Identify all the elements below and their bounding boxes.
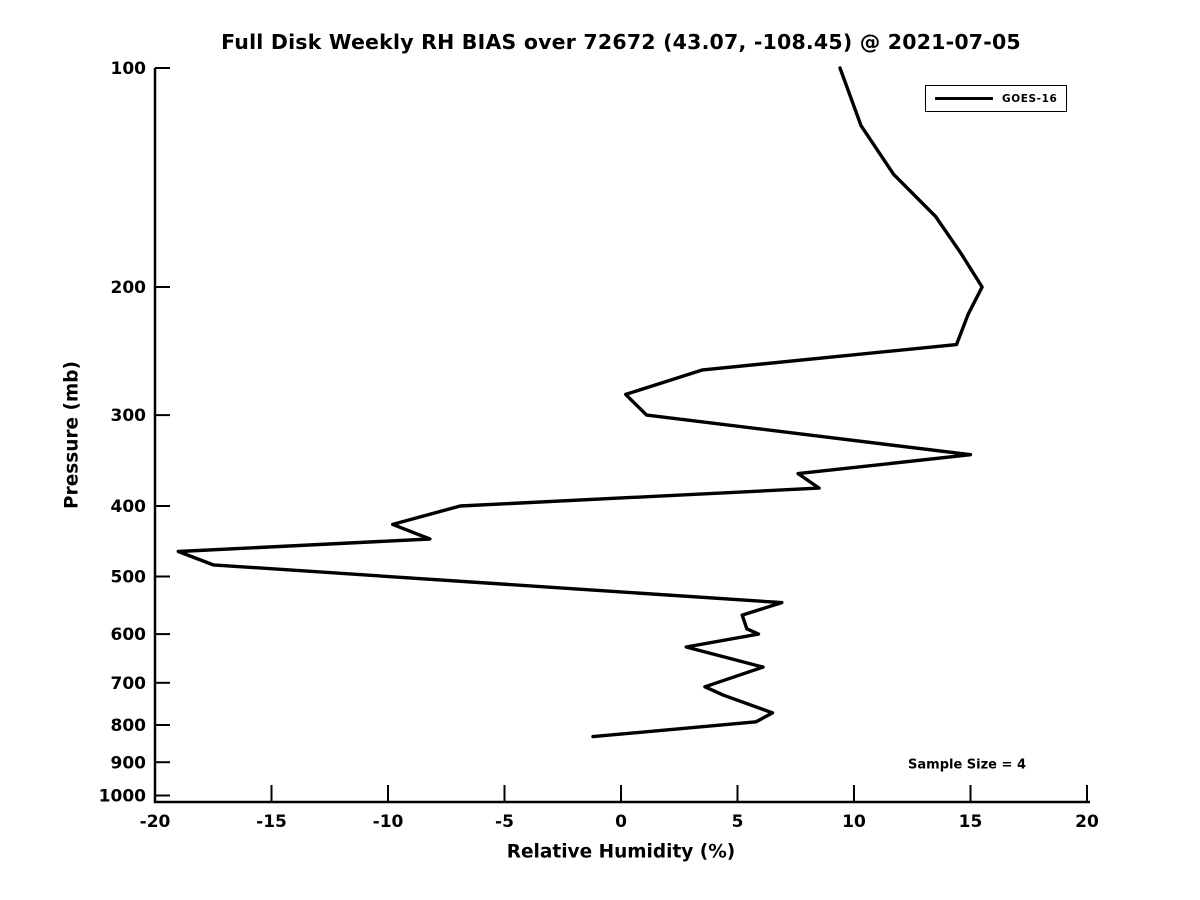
y-tick-label: 900 [111, 753, 147, 773]
y-tick-label: 700 [111, 674, 147, 694]
x-tick-label: 10 [842, 812, 866, 832]
x-axis-label: Relative Humidity (%) [506, 841, 736, 863]
x-tick-label: -15 [256, 812, 287, 832]
y-tick-label: 1000 [99, 787, 146, 807]
legend-line-sample [935, 97, 993, 100]
y-tick-label: 500 [111, 568, 147, 588]
y-tick-label: 300 [111, 406, 147, 426]
y-tick-label: 600 [111, 625, 147, 645]
x-tick-label: 20 [1075, 812, 1099, 832]
x-tick-label: -10 [373, 812, 404, 832]
y-tick-label: 200 [111, 278, 147, 298]
y-tick-label: 400 [111, 497, 147, 517]
y-axis-ticks: 100 200 300 400 500 600 700 800 900 1000 [99, 59, 170, 807]
x-tick-label: 15 [959, 812, 983, 832]
sample-size-annotation: Sample Size = 4 [908, 757, 1026, 773]
axis-spines [153, 68, 1090, 804]
x-tick-label: -5 [495, 812, 514, 832]
x-axis-ticks: -20 -15 -10 -5 0 5 10 15 20 [140, 785, 1099, 832]
y-tick-label: 800 [111, 716, 147, 736]
x-tick-label: 0 [615, 812, 627, 832]
legend-label: GOES-16 [1002, 92, 1058, 105]
x-tick-label: 5 [732, 812, 744, 832]
x-tick-label: -20 [140, 812, 171, 832]
chart-title: Full Disk Weekly RH BIAS over 72672 (43.… [221, 30, 1021, 54]
y-tick-label: 100 [111, 59, 147, 79]
legend: GOES-16 [925, 85, 1067, 112]
goes16-bias-line [176, 66, 984, 739]
